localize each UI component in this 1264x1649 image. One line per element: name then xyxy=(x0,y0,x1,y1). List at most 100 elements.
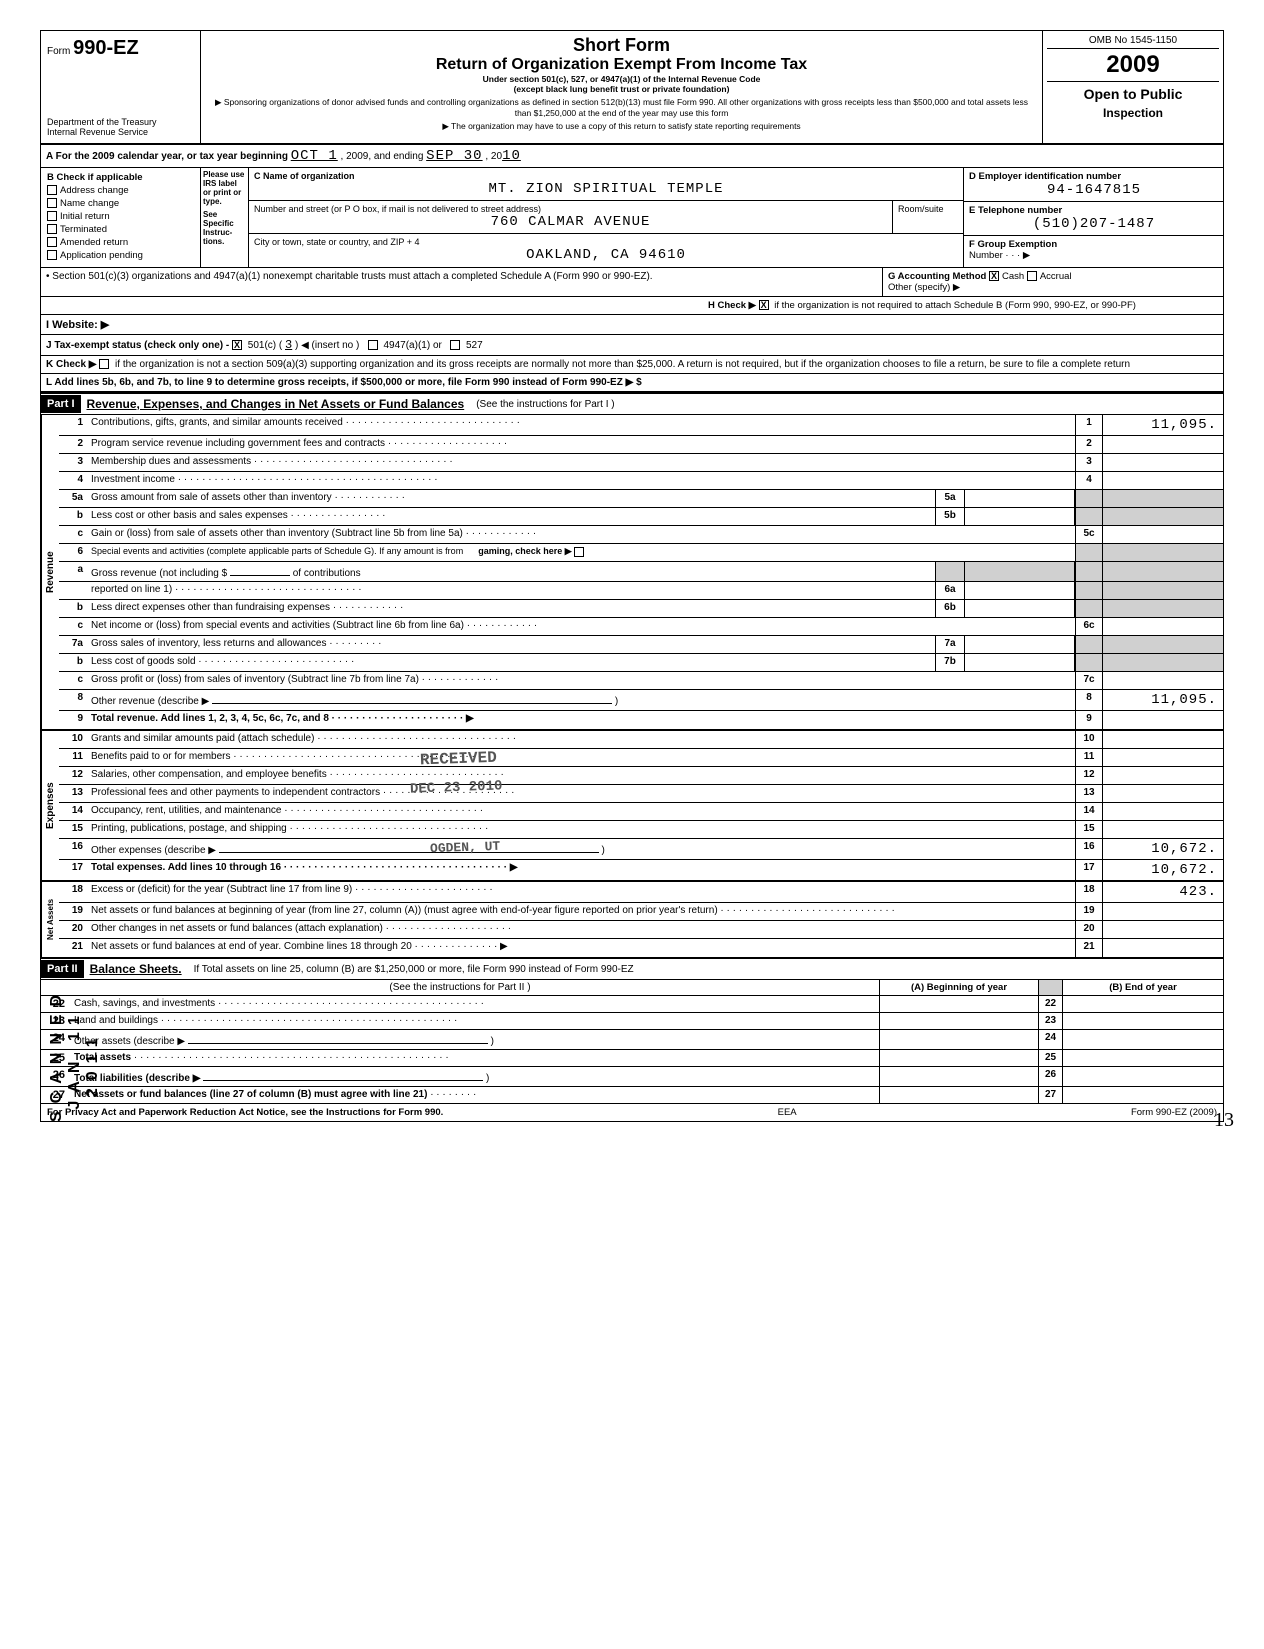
tax-year: 2009 xyxy=(1047,49,1219,82)
cb-4947[interactable] xyxy=(368,340,378,350)
l20-desc: Other changes in net assets or fund bala… xyxy=(91,923,383,934)
l6-desc: Special events and activities (complete … xyxy=(91,546,463,556)
netassets-vertical-label: Net Assets xyxy=(41,882,59,957)
h-label: H Check ▶ xyxy=(708,300,756,311)
form-number: 990-EZ xyxy=(73,37,139,59)
revenue-vertical-label: Revenue xyxy=(41,415,59,729)
l20-endnum: 20 xyxy=(1075,921,1103,938)
l1-num: 1 xyxy=(59,415,87,435)
balance-header: (See the instructions for Part II ) (A) … xyxy=(41,980,1223,996)
l6-num: 6 xyxy=(59,544,87,561)
l7c-endnum: 7c xyxy=(1075,672,1103,689)
i-label: I Website: ▶ xyxy=(46,319,109,331)
l14-num: 14 xyxy=(59,803,87,820)
col-a-label: (A) Beginning of year xyxy=(879,980,1039,995)
e-label: E Telephone number xyxy=(969,205,1219,216)
l5a-mid: 5a xyxy=(935,490,965,507)
stamp-received: RECEIVED xyxy=(420,749,497,770)
line-a-endyear: , 20 xyxy=(485,151,502,162)
please-use-irs: Please use IRS label or print or type. xyxy=(203,170,246,206)
l2-desc: Program service revenue including govern… xyxy=(91,438,385,449)
cb-527[interactable] xyxy=(450,340,460,350)
l7b-desc: Less cost of goods sold xyxy=(91,656,196,667)
l6a-num: a xyxy=(59,562,87,581)
city-value: OAKLAND, CA 94610 xyxy=(254,247,958,263)
expenses-vertical-label: Expenses xyxy=(41,731,59,880)
cb-amended[interactable] xyxy=(47,237,57,247)
page-number-handwritten: 13 xyxy=(1214,1109,1234,1132)
footer-left: For Privacy Act and Paperwork Reduction … xyxy=(47,1107,443,1118)
l10-endnum: 10 xyxy=(1075,731,1103,748)
l9-desc: Total revenue. Add lines 1, 2, 3, 4, 5c,… xyxy=(91,713,329,724)
part1-header-row: Part I Revenue, Expenses, and Changes in… xyxy=(41,392,1223,415)
j-label: J Tax-exempt status (check only one) - xyxy=(46,340,229,351)
cb-application-pending[interactable] xyxy=(47,250,57,260)
l6a-mid: 6a xyxy=(935,582,965,599)
l12-endnum: 12 xyxy=(1075,767,1103,784)
cb-name-change[interactable] xyxy=(47,198,57,208)
l3-endnum: 3 xyxy=(1075,454,1103,471)
f-label: F Group Exemption xyxy=(969,239,1219,250)
cash-label: Cash xyxy=(1002,271,1024,282)
l19-endnum: 19 xyxy=(1075,903,1103,920)
l5c-desc: Gain or (loss) from sale of assets other… xyxy=(91,528,463,539)
l7c-desc: Gross profit or (loss) from sales of inv… xyxy=(91,674,419,685)
l10-num: 10 xyxy=(59,731,87,748)
cb-schedule-b[interactable] xyxy=(759,300,769,310)
identity-block: B Check if applicable Address change Nam… xyxy=(41,168,1223,268)
under-section: Under section 501(c), 527, or 4947(a)(1)… xyxy=(207,74,1036,84)
cb-address-change-label: Address change xyxy=(60,185,129,196)
l10-desc: Grants and similar amounts paid (attach … xyxy=(91,733,314,744)
footer-right: Form 990-EZ (2009) xyxy=(1131,1107,1217,1118)
l-text: L Add lines 5b, 6b, and 7b, to line 9 to… xyxy=(46,377,642,388)
l2-num: 2 xyxy=(59,436,87,453)
l11-endnum: 11 xyxy=(1075,749,1103,766)
cb-initial-return-label: Initial return xyxy=(60,211,110,222)
form-prefix: Form xyxy=(47,46,70,57)
cb-address-change[interactable] xyxy=(47,185,57,195)
cb-accrual[interactable] xyxy=(1027,271,1037,281)
j-cnum: 3 xyxy=(285,338,292,352)
org-name: MT. ZION SPIRITUAL TEMPLE xyxy=(254,181,958,197)
inspection: Inspection xyxy=(1047,106,1219,124)
line-a: A For the 2009 calendar year, or tax yea… xyxy=(41,145,1223,168)
title-short-form: Short Form xyxy=(207,35,1036,56)
title-return: Return of Organization Exempt From Incom… xyxy=(207,56,1036,74)
cb-initial-return[interactable] xyxy=(47,211,57,221)
line-a-endmonth: SEP 30 xyxy=(426,148,482,164)
l7c-num: c xyxy=(59,672,87,689)
city-label: City or town, state or country, and ZIP … xyxy=(254,237,958,247)
l5b-desc: Less cost or other basis and sales expen… xyxy=(91,510,288,521)
l15-endnum: 15 xyxy=(1075,821,1103,838)
l8-endnum: 8 xyxy=(1075,690,1103,710)
c-label: C Name of organization xyxy=(254,171,958,181)
g-label: G Accounting Method xyxy=(888,271,986,282)
cb-amended-label: Amended return xyxy=(60,237,128,248)
side-date-text: JAN 11 xyxy=(66,1008,83,1109)
row-i: I Website: ▶ xyxy=(41,315,1223,335)
j-527: 527 xyxy=(466,340,483,351)
row-501c3-g: • Section 501(c)(3) organizations and 49… xyxy=(41,268,1223,297)
other-specify: Other (specify) ▶ xyxy=(888,282,1218,293)
row-h: H Check ▶ if the organization is not req… xyxy=(41,297,1223,315)
street-value: 760 CALMAR AVENUE xyxy=(254,214,887,230)
cb-gaming[interactable] xyxy=(574,547,584,557)
l17-endnum: 17 xyxy=(1075,860,1103,880)
l6c-endnum: 6c xyxy=(1075,618,1103,635)
l13-desc: Professional fees and other payments to … xyxy=(91,787,380,798)
cb-terminated-label: Terminated xyxy=(60,224,107,235)
cb-k[interactable] xyxy=(99,359,109,369)
l6a-desc: Gross revenue (not including $ xyxy=(91,568,227,579)
l6c-desc: Net income or (loss) from special events… xyxy=(91,620,464,631)
irs-label: Internal Revenue Service xyxy=(47,127,194,137)
cb-501c[interactable] xyxy=(232,340,242,350)
cb-terminated[interactable] xyxy=(47,224,57,234)
l7b-mid: 7b xyxy=(935,654,965,671)
l6a-desc3: reported on line 1) xyxy=(91,584,172,595)
part2-note: If Total assets on line 25, column (B) a… xyxy=(188,961,640,978)
l1-endnum: 1 xyxy=(1075,415,1103,435)
d-label: D Employer identification number xyxy=(969,171,1219,182)
cb-cash[interactable] xyxy=(989,271,999,281)
side-year-text: 2011 xyxy=(84,1030,101,1097)
l3-num: 3 xyxy=(59,454,87,471)
